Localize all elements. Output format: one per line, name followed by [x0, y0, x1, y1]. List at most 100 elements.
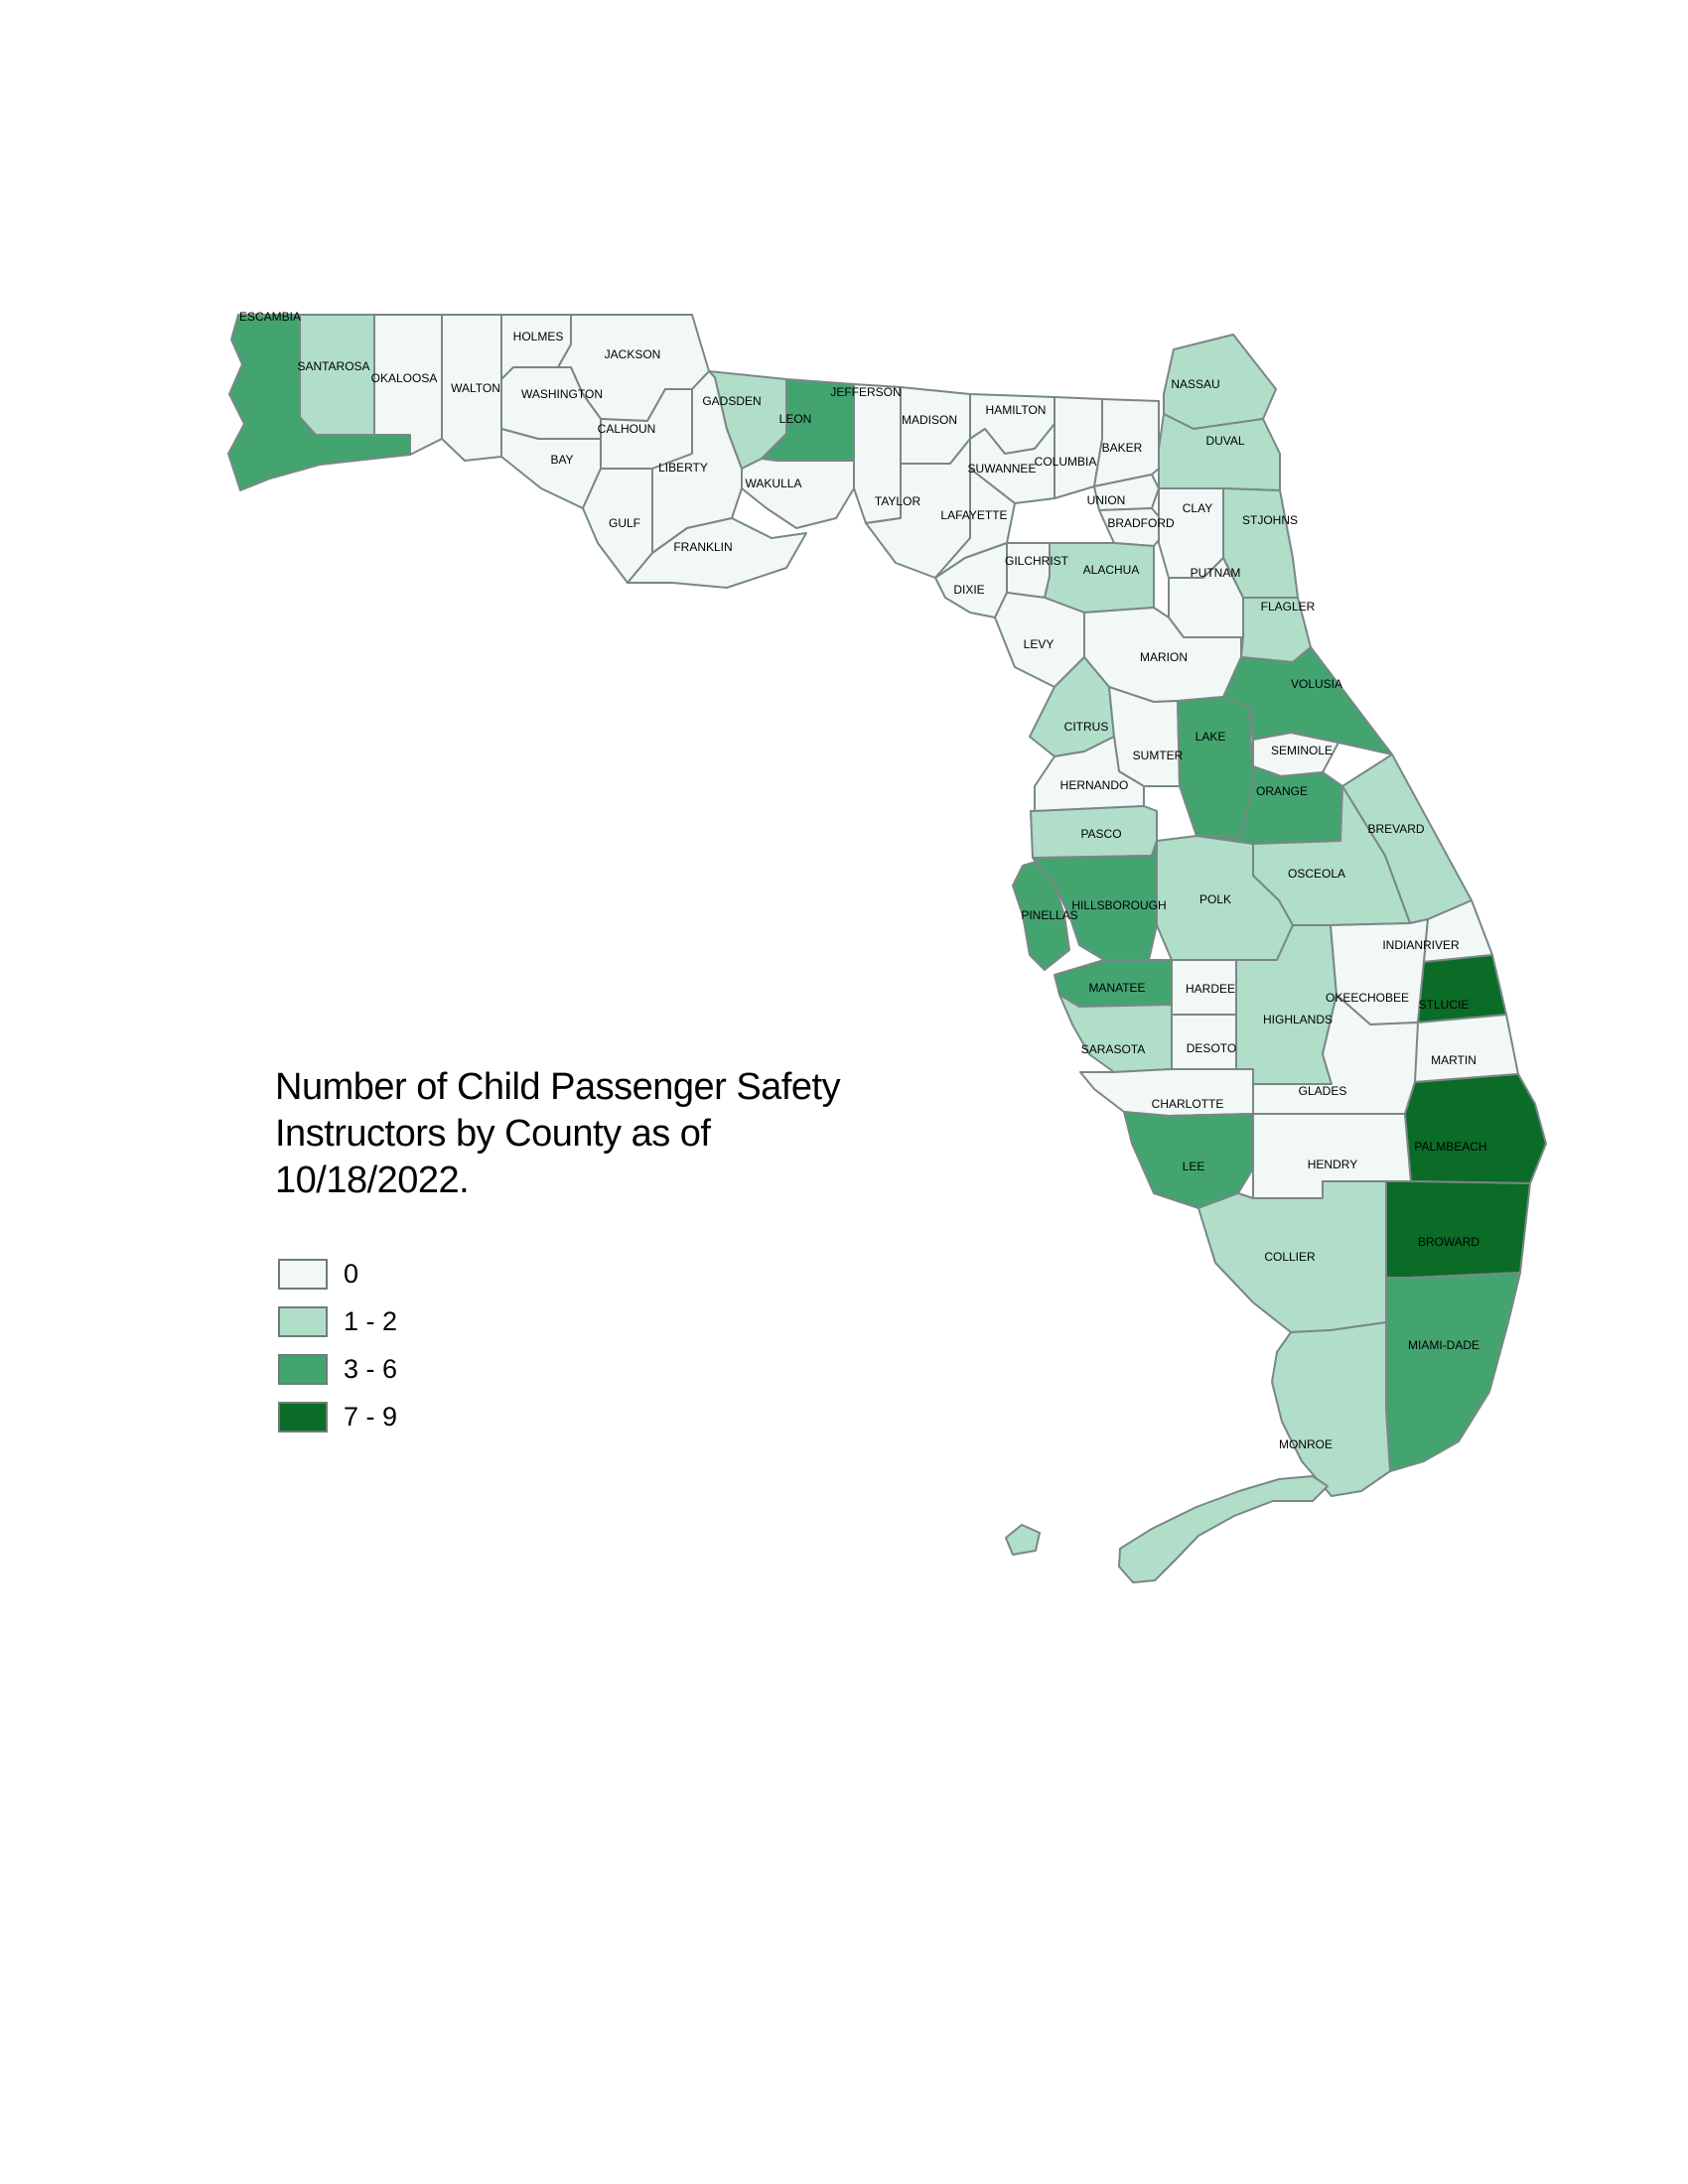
county-label-stlucie: STLUCIE [1419, 998, 1470, 1012]
county-label-pinellas: PINELLAS [1021, 908, 1077, 922]
county-label-taylor: TAYLOR [875, 494, 921, 508]
county-label-suwannee: SUWANNEE [968, 462, 1037, 476]
legend-swatch-2 [278, 1354, 328, 1385]
county-label-lee: LEE [1183, 1160, 1205, 1173]
county-label-hernando: HERNANDO [1060, 778, 1129, 792]
map-title-line-2: Instructors by County as of [275, 1113, 711, 1155]
county-label-miami-dade: MIAMI-DADE [1408, 1338, 1479, 1352]
county-broward [1385, 1180, 1531, 1279]
county-label-liberty: LIBERTY [658, 461, 708, 475]
county-wakulla [741, 458, 855, 529]
legend-item-0: 0 [278, 1259, 397, 1290]
county-label-washington: WASHINGTON [521, 387, 603, 401]
county-label-martin: MARTIN [1431, 1053, 1477, 1067]
county-union [1093, 474, 1160, 511]
map-title-line-3: 10/18/2022. [275, 1160, 470, 1201]
county-shapes [227, 314, 1547, 1583]
county-label-walton: WALTON [451, 381, 500, 395]
county-label-okaloosa: OKALOOSA [371, 371, 438, 385]
legend-item-3: 7 - 9 [278, 1402, 397, 1433]
legend: 0 1 - 2 3 - 6 7 - 9 [278, 1259, 397, 1449]
county-label-palmbeach: PALMBEACH [1414, 1140, 1486, 1154]
county-label-clay: CLAY [1183, 501, 1212, 515]
county-label-union: UNION [1087, 493, 1126, 507]
county-collier [1197, 1180, 1387, 1333]
county-label-gulf: GULF [609, 516, 640, 530]
county-miami-dade [1385, 1272, 1521, 1472]
county-label-okeechobee: OKEECHOBEE [1326, 991, 1409, 1005]
county-label-baker: BAKER [1102, 441, 1143, 455]
county-label-hardee: HARDEE [1186, 982, 1235, 996]
county-label-charlotte: CHARLOTTE [1152, 1097, 1224, 1111]
county-franklin [627, 517, 807, 589]
county-label-highlands: HIGHLANDS [1263, 1013, 1333, 1026]
county-label-putnam: PUTNAM [1191, 566, 1241, 580]
county-label-gilchrist: GILCHRIST [1005, 554, 1069, 568]
legend-swatch-1 [278, 1306, 328, 1337]
county-label-lafayette: LAFAYETTE [940, 508, 1007, 522]
county-label-escambia: ESCAMBIA [239, 310, 301, 324]
county-label-alachua: ALACHUA [1083, 563, 1140, 577]
county-label-sumter: SUMTER [1133, 749, 1184, 762]
county-label-citrus: CITRUS [1064, 720, 1109, 734]
county-label-calhoun: CALHOUN [598, 422, 656, 436]
county-label-seminole: SEMINOLE [1271, 744, 1333, 757]
county-santarosa [299, 314, 375, 436]
county-label-columbia: COLUMBIA [1035, 455, 1097, 469]
county-label-marion: MARION [1140, 650, 1188, 664]
county-label-jefferson: JEFFERSON [830, 385, 901, 399]
county-label-holmes: HOLMES [513, 330, 564, 343]
county-label-pasco: PASCO [1080, 827, 1121, 841]
county-label-collier: COLLIER [1264, 1250, 1316, 1264]
county-bay [500, 428, 602, 509]
county-label-hendry: HENDRY [1308, 1158, 1357, 1171]
county-label-franklin: FRANKLIN [673, 540, 732, 554]
county-label-flagler: FLAGLER [1261, 600, 1316, 614]
legend-item-1: 1 - 2 [278, 1306, 397, 1337]
county-gilchrist [1006, 542, 1051, 599]
county-label-indianriver: INDIANRIVER [1382, 938, 1460, 952]
county-monroe-part-1 [1271, 1321, 1391, 1497]
county-label-bradford: BRADFORD [1107, 516, 1175, 530]
county-label-nassau: NASSAU [1171, 377, 1219, 391]
county-label-sarasota: SARASOTA [1081, 1042, 1145, 1056]
county-label-broward: BROWARD [1418, 1235, 1480, 1249]
county-label-orange: ORANGE [1256, 784, 1308, 798]
county-label-osceola: OSCEOLA [1288, 867, 1345, 881]
county-label-jackson: JACKSON [605, 347, 661, 361]
legend-swatch-3 [278, 1402, 328, 1433]
legend-label-2: 3 - 6 [344, 1354, 398, 1384]
county-label-gadsden: GADSDEN [702, 394, 761, 408]
county-label-santarosa: SANTAROSA [297, 359, 369, 373]
county-monroe-part-2 [1118, 1475, 1329, 1583]
map-title-line-1: Number of Child Passenger Safety [275, 1066, 841, 1108]
county-stlucie [1417, 954, 1507, 1024]
county-label-monroe: MONROE [1279, 1437, 1333, 1451]
county-duval [1158, 413, 1281, 491]
county-label-madison: MADISON [902, 413, 957, 427]
county-label-brevard: BREVARD [1367, 822, 1424, 836]
county-label-volusia: VOLUSIA [1291, 677, 1342, 691]
legend-label-0: 0 [344, 1259, 359, 1289]
county-lake [1177, 696, 1254, 837]
county-label-hamilton: HAMILTON [986, 403, 1047, 417]
legend-label-1: 1 - 2 [344, 1306, 398, 1336]
legend-swatch-0 [278, 1259, 328, 1290]
county-volusia [1222, 646, 1393, 755]
county-label-leon: LEON [779, 412, 812, 426]
county-label-duval: DUVAL [1205, 434, 1244, 448]
county-walton [441, 314, 502, 462]
county-label-manatee: MANATEE [1088, 981, 1145, 995]
county-label-hillsborough: HILLSBOROUGH [1071, 898, 1166, 912]
county-sarasota [1058, 994, 1173, 1073]
county-label-wakulla: WAKULLA [746, 477, 802, 490]
county-label-glades: GLADES [1299, 1084, 1347, 1098]
county-martin [1414, 1014, 1519, 1083]
county-label-polk: POLK [1199, 892, 1231, 906]
county-monroe-part-3 [1005, 1524, 1041, 1556]
county-palmbeach [1404, 1073, 1547, 1184]
county-label-lake: LAKE [1196, 730, 1226, 744]
county-label-desoto: DESOTO [1187, 1041, 1236, 1055]
